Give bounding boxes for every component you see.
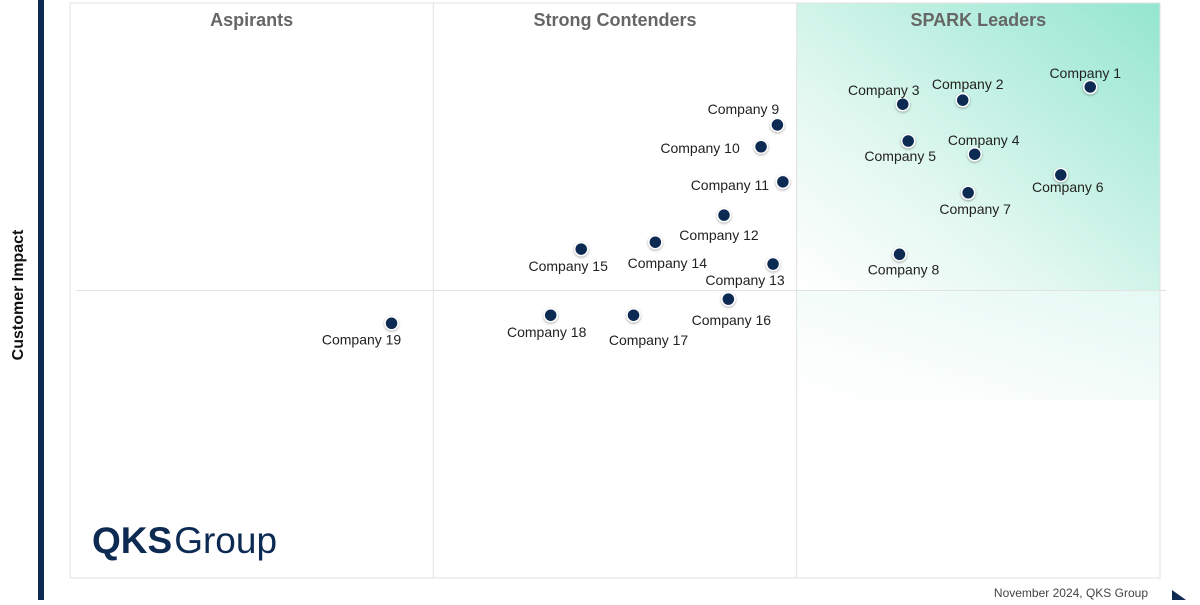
point	[626, 307, 641, 323]
point	[721, 291, 736, 307]
point-label: Company 11	[691, 177, 770, 193]
point	[892, 247, 907, 262]
point-label: Company 9	[708, 101, 780, 117]
logo-regular: Group	[174, 520, 277, 561]
point-label: Company 14	[628, 255, 708, 271]
logo-bold: QKS	[92, 520, 172, 561]
point	[716, 207, 732, 223]
point	[775, 174, 791, 190]
point-label: Company 10	[660, 140, 740, 156]
point	[960, 185, 976, 200]
point	[955, 92, 970, 108]
quadrant-title: SPARK Leaders	[910, 10, 1046, 30]
y-axis-label: Customer Impact	[10, 229, 27, 360]
point	[967, 146, 982, 162]
point-label: Company 18	[507, 324, 587, 340]
point	[1082, 79, 1098, 95]
point	[753, 139, 769, 154]
quadrant-title: Strong Contenders	[533, 10, 696, 30]
point	[648, 234, 663, 250]
point	[1053, 167, 1069, 183]
point	[900, 133, 916, 149]
point-label: Company 13	[705, 272, 785, 288]
point	[895, 96, 911, 112]
leaders-zone	[796, 3, 1160, 291]
point-label: Company 3	[848, 82, 920, 98]
point-label: Company 2	[932, 76, 1004, 92]
point-label: Company 15	[529, 258, 609, 274]
point-label: Company 17	[609, 332, 689, 348]
point-label: Company 7	[939, 201, 1011, 217]
point-label: Company 16	[692, 312, 772, 328]
point	[384, 316, 399, 331]
leaders-zone-fade	[796, 290, 1160, 401]
point	[765, 256, 781, 272]
axis-bar	[38, 0, 44, 600]
point-label: Company 19	[322, 331, 402, 347]
point-label: Company 4	[948, 132, 1020, 148]
point-label: Company 12	[679, 227, 759, 243]
point	[573, 241, 589, 257]
quadrant-title: Aspirants	[210, 10, 293, 30]
point-label: Company 8	[868, 261, 940, 277]
point-label: Company 5	[864, 148, 936, 164]
axis-arrow	[1172, 590, 1186, 600]
point-label: Company 1	[1049, 65, 1121, 81]
footnote: November 2024, QKS Group	[994, 586, 1148, 600]
point	[770, 117, 785, 133]
point	[543, 307, 558, 323]
logo: QKSGroup	[92, 520, 277, 561]
point-label: Company 6	[1032, 179, 1104, 195]
